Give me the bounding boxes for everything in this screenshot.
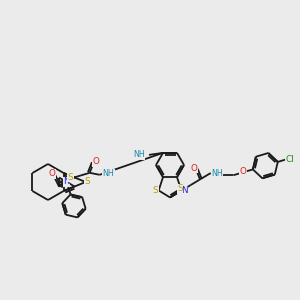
Text: NH: NH — [133, 150, 145, 159]
Text: N: N — [64, 178, 70, 187]
Text: S: S — [177, 184, 183, 193]
Text: N: N — [181, 186, 188, 195]
Text: NH: NH — [103, 169, 114, 178]
Text: O: O — [49, 169, 56, 178]
Text: O: O — [92, 157, 99, 166]
Text: S: S — [85, 178, 90, 187]
Text: S: S — [153, 186, 158, 195]
Text: O: O — [240, 167, 247, 176]
Text: NH: NH — [211, 169, 223, 178]
Text: S: S — [68, 173, 73, 182]
Text: O: O — [190, 164, 197, 173]
Text: N: N — [64, 178, 70, 187]
Text: Cl: Cl — [285, 154, 294, 164]
